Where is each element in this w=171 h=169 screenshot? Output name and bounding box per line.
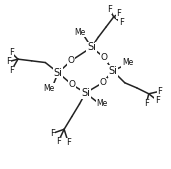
Text: F: F [6, 57, 11, 66]
Text: F: F [66, 138, 71, 147]
Text: Me: Me [122, 58, 133, 67]
Text: Si: Si [87, 42, 96, 52]
Text: F: F [107, 5, 112, 14]
Text: F: F [9, 66, 14, 76]
Text: O: O [101, 53, 108, 62]
Text: F: F [144, 99, 149, 108]
Text: Me: Me [74, 28, 85, 37]
Text: F: F [155, 96, 160, 105]
Text: Me: Me [97, 99, 108, 108]
Text: F: F [119, 18, 124, 27]
Text: O: O [68, 56, 74, 65]
Text: F: F [56, 137, 61, 147]
Text: Si: Si [54, 68, 63, 78]
Text: Me: Me [43, 84, 54, 93]
Text: Si: Si [81, 88, 90, 98]
Text: F: F [9, 48, 14, 57]
Text: F: F [50, 129, 55, 138]
Text: Si: Si [108, 66, 117, 76]
Text: F: F [157, 87, 162, 96]
Text: F: F [116, 9, 121, 18]
Text: O: O [68, 80, 75, 89]
Text: O: O [99, 78, 106, 87]
